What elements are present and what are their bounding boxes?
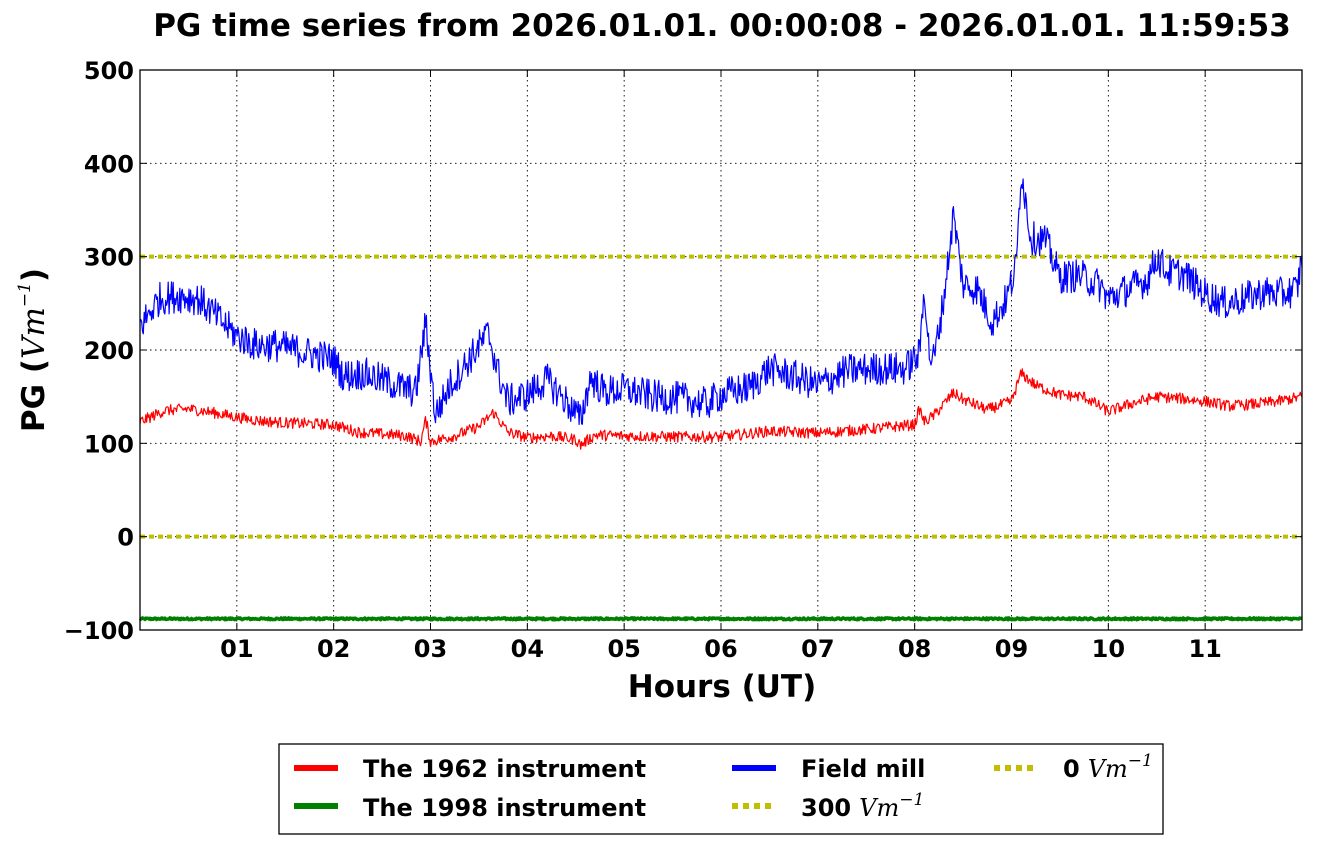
y-axis-label-unit: Vm xyxy=(16,307,52,359)
legend-label-300-line: 300 Vm−1 xyxy=(801,790,924,822)
legend-0-exponent: −1 xyxy=(1128,751,1153,771)
legend: The 1962 instrument The 1998 instrument … xyxy=(278,743,1164,835)
y-axis-label-suffix: ) xyxy=(16,268,52,282)
chart-title: PG time series from 2026.01.01. 00:00:08… xyxy=(153,8,1291,44)
x-tick-label: 02 xyxy=(317,635,350,663)
y-tick-label: −100 xyxy=(64,617,134,645)
series-layer xyxy=(138,178,1303,622)
y-axis-label-exponent: −1 xyxy=(15,282,35,307)
x-tick-label: 04 xyxy=(511,635,544,663)
x-tick-label: 07 xyxy=(801,635,834,663)
legend-0-unit: Vm xyxy=(1088,755,1128,783)
x-tick-label: 06 xyxy=(704,635,737,663)
axis-ticks: 01 02 03 04 05 06 07 08 09 10 11 −100 0 100 200 300 400 5… xyxy=(64,57,1302,663)
x-tick-label: 10 xyxy=(1092,635,1125,663)
x-tick-label: 08 xyxy=(898,635,931,663)
legend-0-value: 0 xyxy=(1063,755,1080,783)
legend-frame xyxy=(278,743,1164,835)
y-tick-label: 200 xyxy=(84,337,134,365)
y-tick-label: 400 xyxy=(84,150,134,178)
y-tick-label: 100 xyxy=(84,430,134,458)
x-tick-label: 01 xyxy=(220,635,253,663)
legend-300-unit: Vm xyxy=(859,794,899,822)
x-tick-label: 09 xyxy=(995,635,1028,663)
y-tick-label: 300 xyxy=(84,244,134,272)
series-line-the-1962-instrument xyxy=(139,368,1303,450)
series-line-the-1998-instrument xyxy=(138,616,1303,622)
series-line-field-mill xyxy=(139,178,1303,426)
legend-label-1998-instrument: The 1998 instrument xyxy=(363,794,646,822)
legend-label-0-line: 0 Vm−1 xyxy=(1063,751,1153,783)
y-axis-label: PG (Vm−1) xyxy=(15,268,52,432)
y-axis-label-prefix: PG ( xyxy=(16,359,52,432)
x-axis-label: Hours (UT) xyxy=(628,669,817,705)
legend-300-exponent: −1 xyxy=(899,790,924,810)
legend-label-field-mill: Field mill xyxy=(801,755,925,783)
x-tick-label: 11 xyxy=(1188,635,1221,663)
x-tick-label: 03 xyxy=(414,635,447,663)
y-tick-label: 0 xyxy=(117,524,134,552)
legend-label-1962-instrument: The 1962 instrument xyxy=(363,755,646,783)
legend-300-value: 300 xyxy=(801,794,851,822)
y-tick-label: 500 xyxy=(84,57,134,85)
x-tick-label: 05 xyxy=(607,635,640,663)
